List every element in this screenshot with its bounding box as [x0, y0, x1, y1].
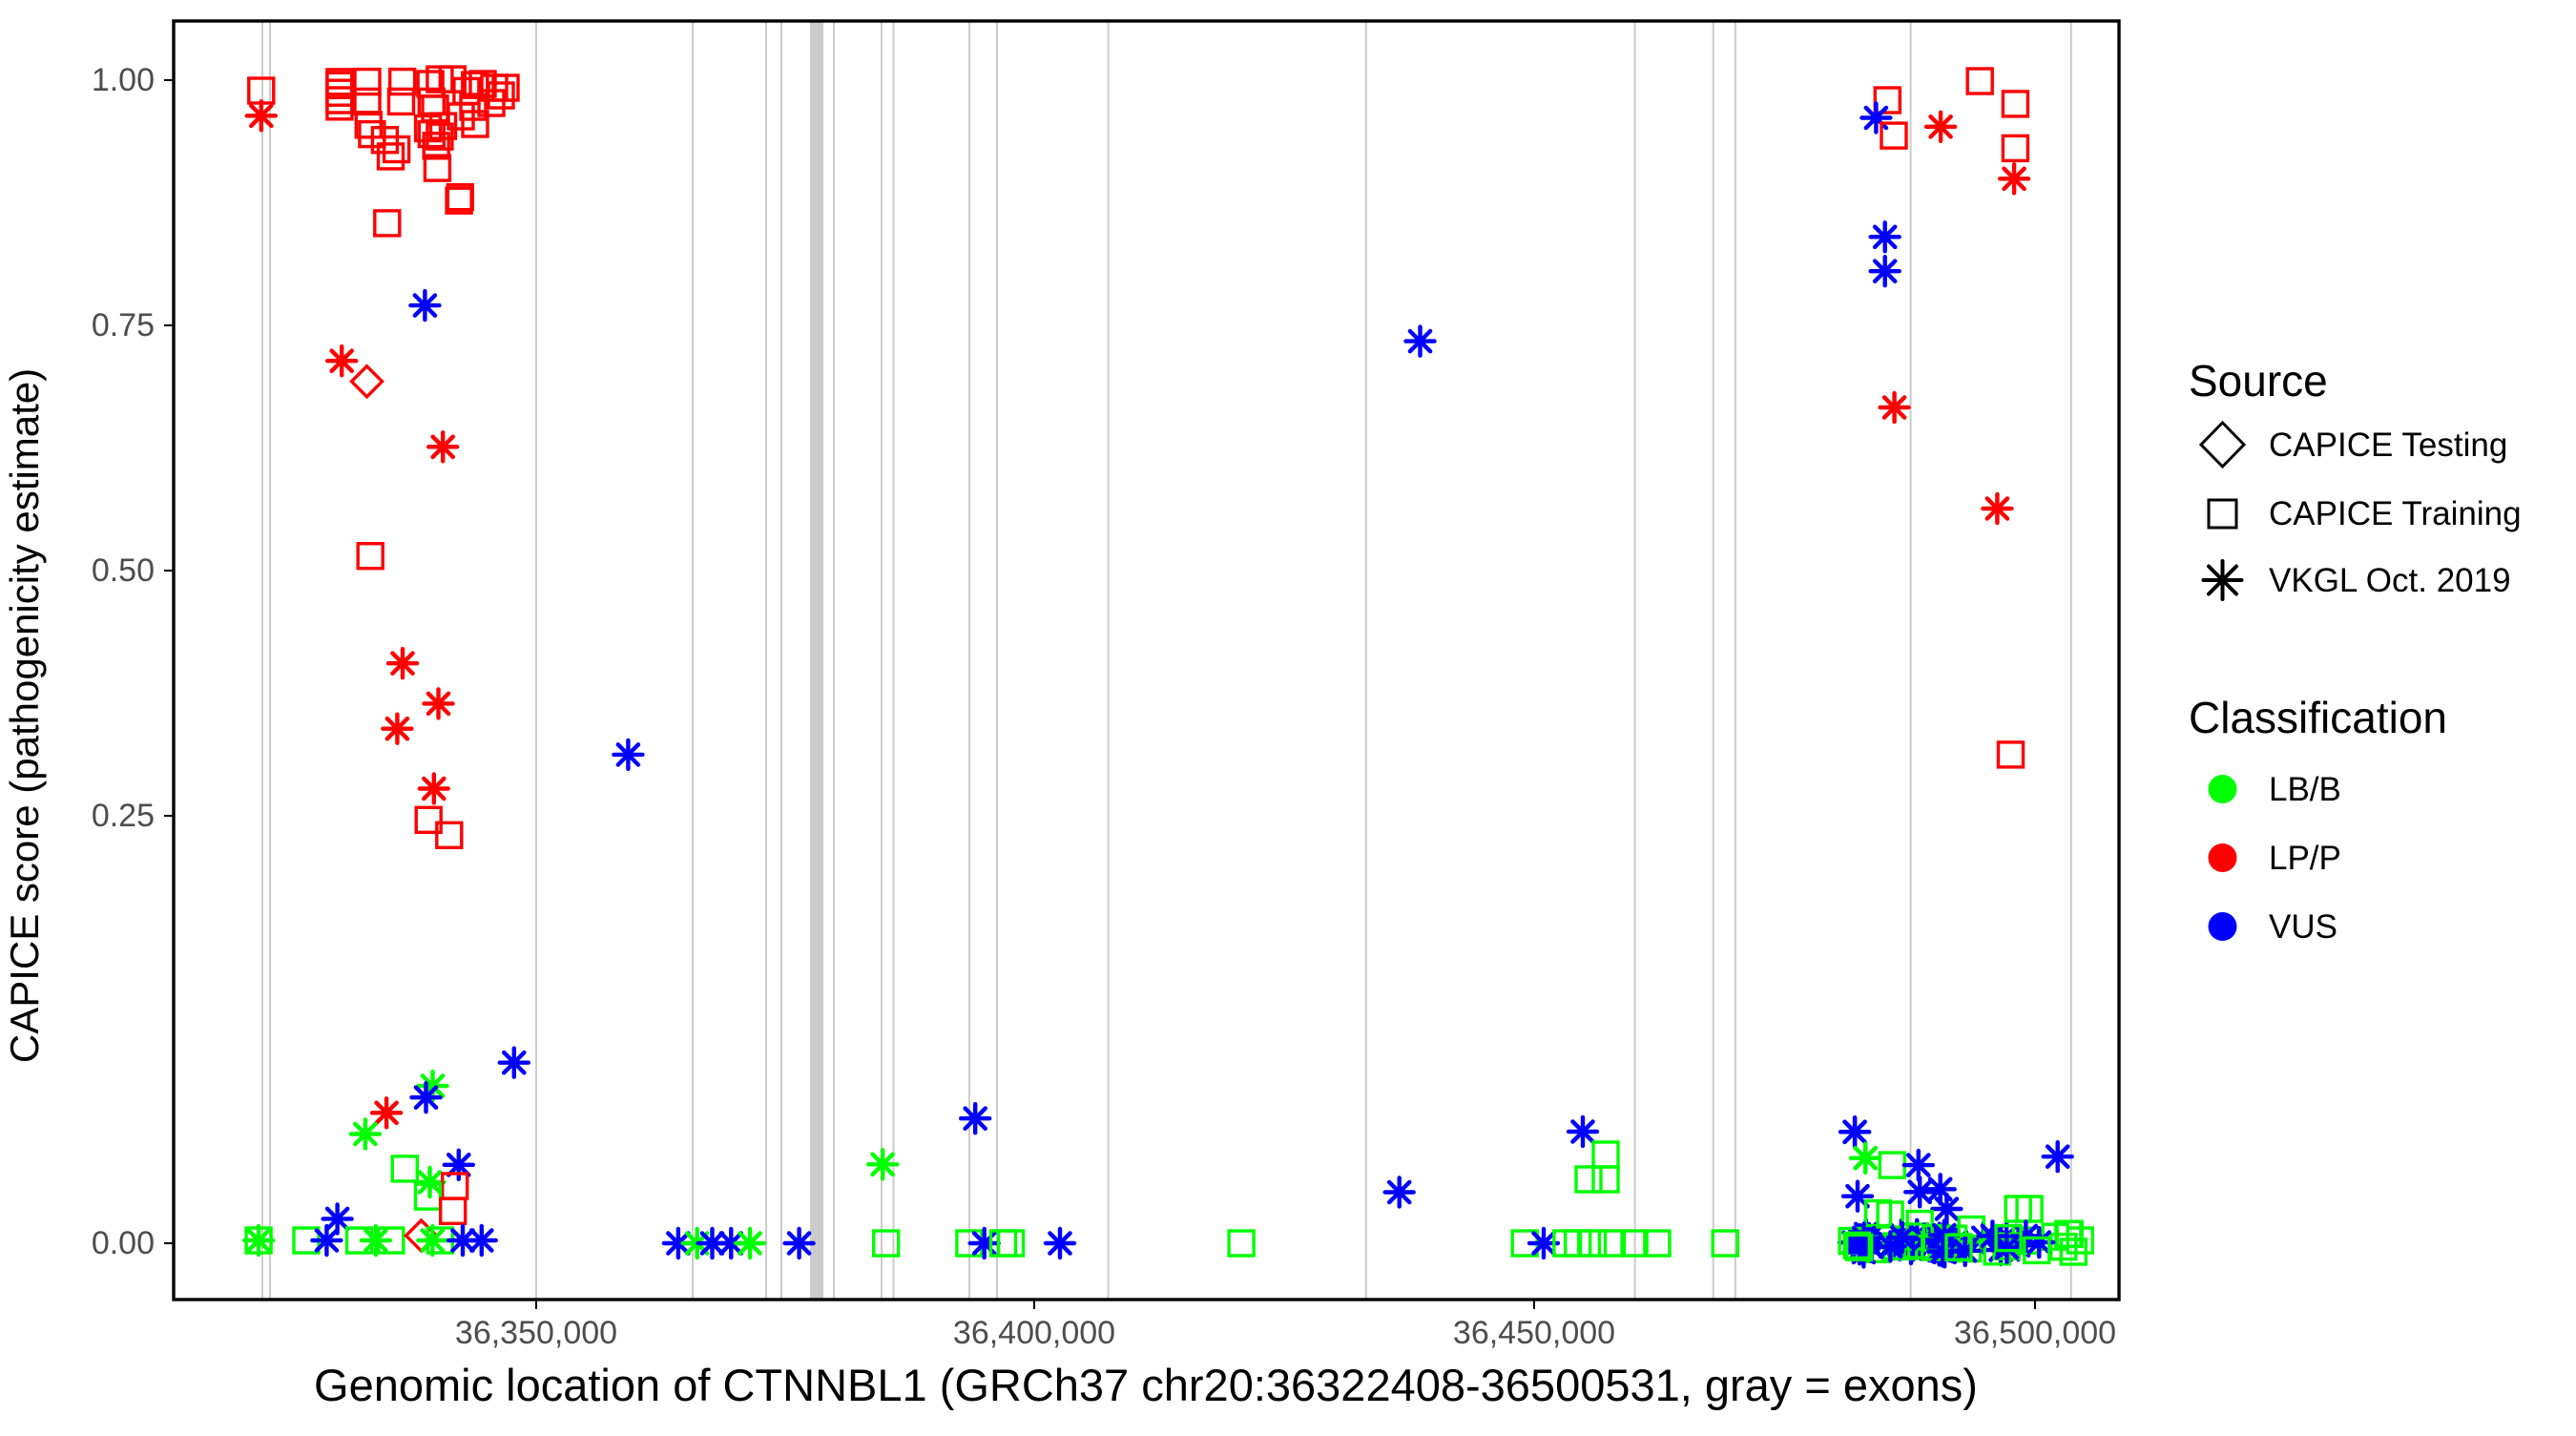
- svg-text:Source: Source: [2189, 356, 2328, 406]
- svg-text:1.00: 1.00: [92, 62, 155, 98]
- svg-text:Classification: Classification: [2189, 693, 2447, 742]
- svg-text:CAPICE Testing: CAPICE Testing: [2269, 427, 2507, 464]
- svg-text:VUS: VUS: [2269, 908, 2337, 946]
- svg-text:36,500,000: 36,500,000: [1954, 1315, 2116, 1351]
- svg-text:Genomic location of CTNNBL1 (G: Genomic location of CTNNBL1 (GRCh37 chr2…: [314, 1360, 1978, 1410]
- svg-text:36,400,000: 36,400,000: [953, 1315, 1115, 1351]
- svg-text:0.75: 0.75: [92, 307, 155, 343]
- svg-text:LB/B: LB/B: [2269, 771, 2341, 808]
- svg-text:36,350,000: 36,350,000: [455, 1315, 617, 1351]
- svg-text:LP/P: LP/P: [2269, 840, 2341, 877]
- svg-text:0.00: 0.00: [92, 1225, 155, 1261]
- svg-text:CAPICE Training: CAPICE Training: [2269, 495, 2522, 532]
- svg-text:36,450,000: 36,450,000: [1453, 1315, 1615, 1351]
- svg-text:VKGL Oct. 2019: VKGL Oct. 2019: [2269, 562, 2511, 599]
- svg-text:0.25: 0.25: [92, 798, 155, 834]
- svg-text:CAPICE score (pathogenicity es: CAPICE score (pathogenicity estimate): [2, 368, 47, 1063]
- svg-text:0.50: 0.50: [92, 552, 155, 589]
